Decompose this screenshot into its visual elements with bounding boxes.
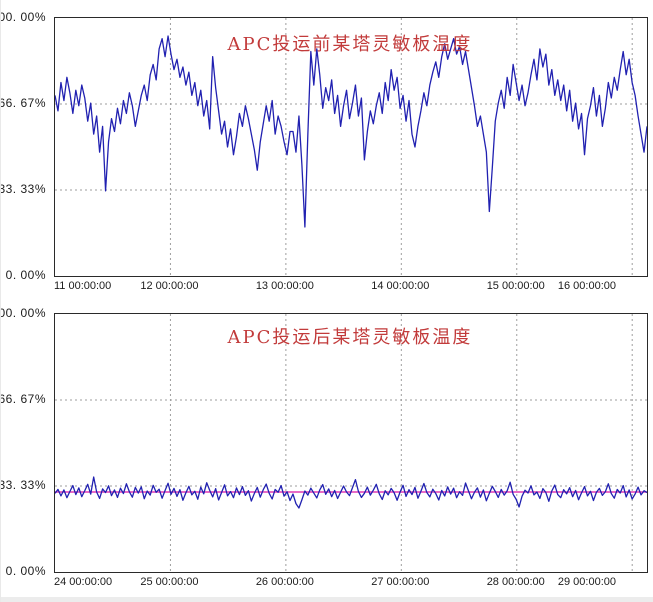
x-tick-label: 25 00:00:00 xyxy=(140,576,199,588)
x-tick-label: 28 00:00:00 xyxy=(486,576,545,588)
x-tick-label: 26 00:00:00 xyxy=(255,576,314,588)
trend-plot-after xyxy=(55,314,647,572)
x-axis-labels: 11 00:00:00 12 00:00:00 13 00:00:00 14 00:0… xyxy=(54,278,646,294)
chart-title-before: APC投运前某塔灵敏板温度 xyxy=(227,34,473,55)
plot-area xyxy=(54,17,648,277)
x-tick-label: 15 00:00:00 xyxy=(486,280,545,292)
y-tick-label: 100. 00% xyxy=(1,10,46,24)
y-axis-labels: 100. 00% 66. 67% 33. 33% 0. 00% xyxy=(0,10,49,282)
x-axis-labels: 24 00:00:00 25 00:00:00 26 00:00:00 27 00:0… xyxy=(54,574,646,590)
y-axis-labels: 100. 00% 66. 67% 33. 33% 0. 00% xyxy=(0,306,49,578)
x-tick-label: 27 00:00:00 xyxy=(371,576,430,588)
x-tick-label: 16 00:00:00 xyxy=(557,280,616,292)
y-tick-label: 0. 00% xyxy=(5,564,46,578)
x-tick-label: 14 00:00:00 xyxy=(371,280,430,292)
chart-before-apc: 100. 00% 66. 67% 33. 33% 0. 00% APC投运前某塔灵敏板… xyxy=(1,0,653,296)
y-tick-label: 33. 33% xyxy=(0,182,46,196)
x-tick-label: 11 00:00:00 xyxy=(54,280,112,292)
y-tick-label: 66. 67% xyxy=(0,96,46,110)
x-tick-label: 24 00:00:00 xyxy=(54,576,113,588)
page-bottom-edge xyxy=(1,597,653,602)
x-tick-label: 13 00:00:00 xyxy=(255,280,314,292)
trend-series-line xyxy=(55,36,647,227)
x-tick-label: 12 00:00:00 xyxy=(140,280,199,292)
y-tick-label: 66. 67% xyxy=(0,392,46,406)
y-tick-label: 0. 00% xyxy=(5,268,46,282)
trend-plot-before xyxy=(55,18,647,276)
chart-after-apc: 100. 00% 66. 67% 33. 33% 0. 00% APC投运后某塔灵敏板… xyxy=(1,296,653,592)
x-tick-label: 29 00:00:00 xyxy=(557,576,616,588)
y-tick-label: 33. 33% xyxy=(0,478,46,492)
y-tick-label: 100. 00% xyxy=(1,306,46,320)
chart-title-after: APC投运后某塔灵敏板温度 xyxy=(227,327,473,348)
trend-series-line xyxy=(55,477,647,508)
plot-area xyxy=(54,313,648,573)
